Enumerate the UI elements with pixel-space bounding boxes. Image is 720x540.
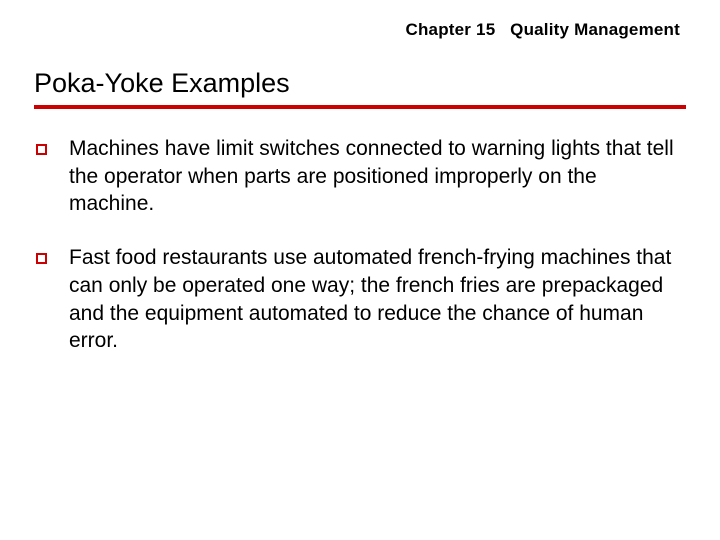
slide-title: Poka-Yoke Examples (34, 68, 686, 99)
slide-container: Chapter 15 Quality Management Poka-Yoke … (0, 0, 720, 540)
title-underline (34, 105, 686, 109)
slide-header: Chapter 15 Quality Management (34, 20, 686, 40)
square-bullet-icon (36, 253, 47, 264)
list-item: Fast food restaurants use automated fren… (36, 244, 680, 355)
bullet-text: Fast food restaurants use automated fren… (69, 244, 680, 355)
bullet-list: Machines have limit switches connected t… (34, 135, 686, 355)
chapter-label: Chapter 15 (405, 20, 495, 39)
bullet-text: Machines have limit switches connected t… (69, 135, 680, 218)
square-bullet-icon (36, 144, 47, 155)
list-item: Machines have limit switches connected t… (36, 135, 680, 218)
chapter-title: Quality Management (510, 20, 680, 39)
